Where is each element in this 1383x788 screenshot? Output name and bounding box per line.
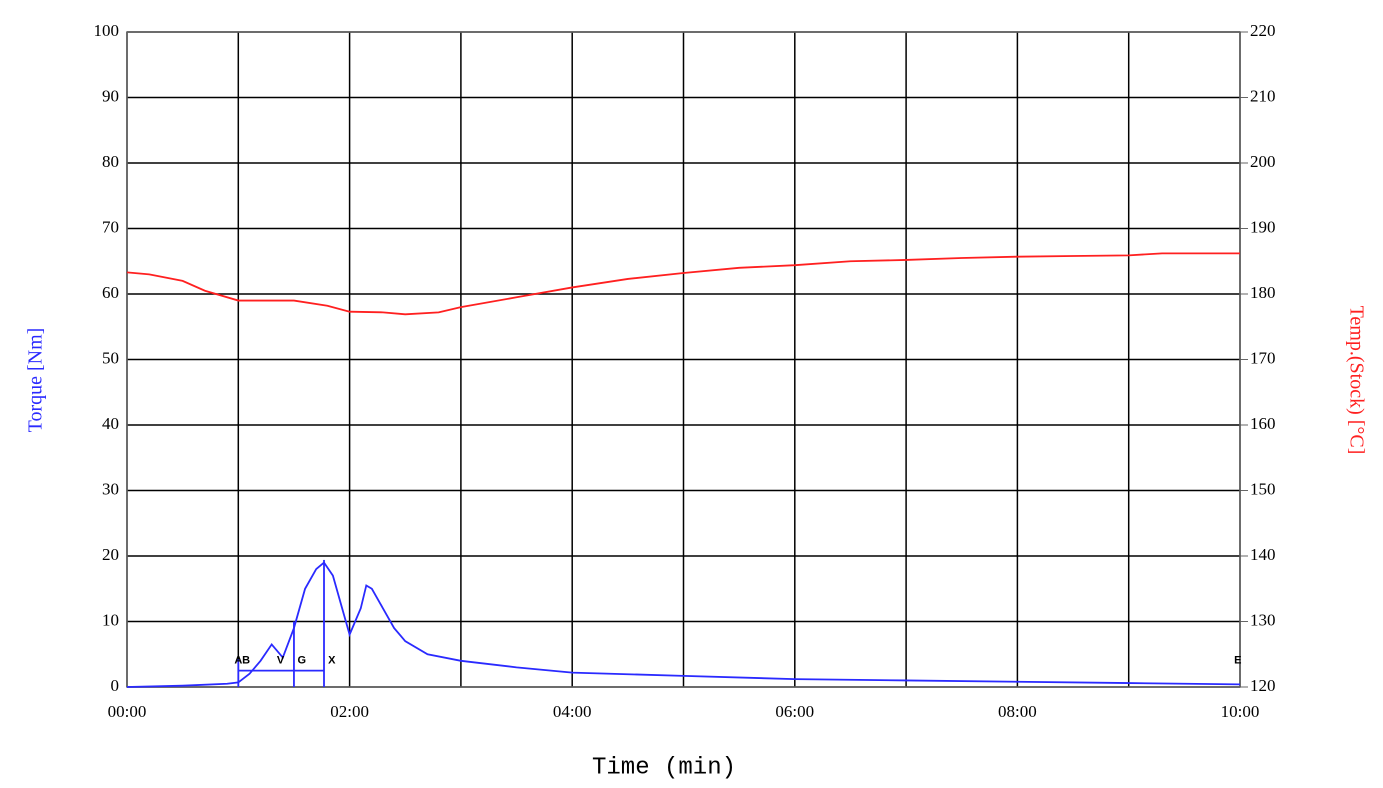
y2-tick-label: 120 xyxy=(1250,676,1276,695)
y2-tick-label: 210 xyxy=(1250,86,1276,105)
x-tick-label: 00:00 xyxy=(108,702,147,721)
marker-label: B xyxy=(242,655,250,667)
x-tick-label: 10:00 xyxy=(1221,702,1260,721)
y-tick-label: 0 xyxy=(111,676,120,695)
x-tick-label: 04:00 xyxy=(553,702,592,721)
data-line xyxy=(126,561,1241,688)
y-tick-label: 40 xyxy=(102,414,119,433)
y2-tick-label: 130 xyxy=(1250,610,1276,629)
y2-tick-label: 200 xyxy=(1250,152,1276,171)
x-tick-label: 06:00 xyxy=(775,702,814,721)
y2-tick-label: 190 xyxy=(1250,217,1276,236)
x-tick-label: 08:00 xyxy=(998,702,1037,721)
marker-label: X xyxy=(328,655,336,667)
y2-tick-label: 170 xyxy=(1250,348,1276,367)
y-tick-label: 60 xyxy=(102,283,119,302)
x-axis-title: Time (min) xyxy=(592,754,736,781)
marker-label: E xyxy=(1234,655,1241,667)
y-tick-label: 50 xyxy=(102,348,119,367)
y2-tick-label: 150 xyxy=(1250,479,1276,498)
marker-label: G xyxy=(297,655,306,667)
y-tick-label: 70 xyxy=(102,217,119,236)
y2-tick-label: 140 xyxy=(1250,545,1276,564)
y-tick-label: 30 xyxy=(102,479,119,498)
y-axis-title: Torque [Nm] xyxy=(25,328,47,433)
y2-tick-label: 180 xyxy=(1250,283,1276,302)
y2-tick-label: 160 xyxy=(1250,414,1276,433)
y2-axis-title: Temp.(Stock) [°C] xyxy=(1345,306,1367,455)
x-tick-label: 02:00 xyxy=(330,702,369,721)
marker-label: V xyxy=(277,655,285,667)
y-tick-label: 100 xyxy=(94,21,120,40)
y-tick-label: 10 xyxy=(102,610,119,629)
y-tick-label: 90 xyxy=(102,86,119,105)
y-tick-label: 80 xyxy=(102,152,119,171)
y-tick-label: 20 xyxy=(102,545,119,564)
data-line xyxy=(126,252,1240,316)
plot-frame xyxy=(126,31,1241,688)
y2-tick-label: 220 xyxy=(1250,21,1276,40)
marker-label: A xyxy=(234,655,242,667)
